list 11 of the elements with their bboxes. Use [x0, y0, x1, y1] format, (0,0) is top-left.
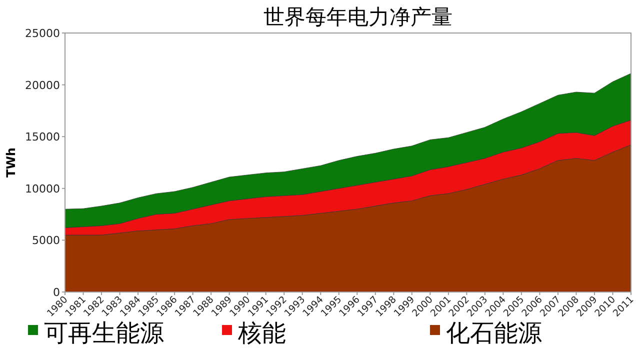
legend-label: 核能	[237, 319, 286, 347]
y-tick-label: 10000	[25, 182, 60, 196]
y-tick-label: 20000	[25, 78, 60, 92]
legend-label: 化石能源	[446, 319, 542, 347]
legend-label: 可再生能源	[44, 319, 164, 347]
y-tick-label: 0	[53, 286, 60, 299]
y-axis-title: TWh	[4, 148, 18, 178]
y-tick-label: 15000	[25, 130, 60, 144]
y-tick-label: 5000	[32, 234, 60, 248]
chart-title: 世界每年电力净产量	[264, 5, 452, 29]
y-tick-label: 25000	[25, 27, 60, 40]
